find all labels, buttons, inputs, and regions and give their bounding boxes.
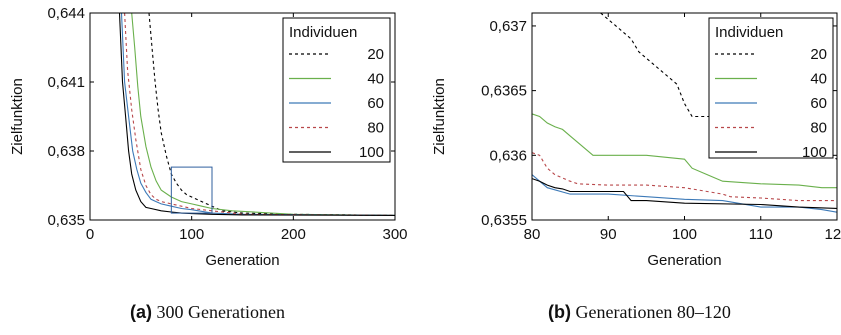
x-tick-label-b-2: 100 [672, 226, 697, 243]
x-tick-label-b-3: 110 [749, 226, 773, 243]
plot-area-a [118, 13, 395, 216]
series-line-b-100 [532, 178, 837, 209]
panel-b-chart: 80 90 100 110 120 0,6355 0,636 0,6365 0,637 Gener… [431, 12, 841, 269]
series-line-b-80 [532, 152, 837, 202]
series-line-a-60 [120, 13, 395, 216]
y-tick-label-b-2: 0,6365 [481, 83, 527, 100]
y-tick-label-b-3: 0,637 [489, 18, 527, 35]
legend-entry-b-80: 80 [810, 120, 827, 137]
legend-a: Individuen 20 40 60 80 100 [282, 17, 391, 163]
caption-a: (a) 300 Generationen [130, 302, 285, 323]
x-tick-label-b-1: 90 [600, 226, 617, 243]
caption-a-text: 300 Generationen [156, 302, 285, 322]
x-tick-label-a-2: 200 [281, 226, 306, 243]
x-axis-label-b: Generation [647, 252, 721, 269]
caption-a-label: (a) [130, 302, 152, 322]
series-line-b-40 [532, 113, 837, 189]
legend-box-b [708, 17, 834, 159]
legend-box-a [282, 17, 391, 163]
panel-a-chart: 0 100 200 300 0,635 0,638 0,641 0,644 Generation… [9, 5, 408, 269]
plot-area-b [532, 13, 837, 213]
legend-entry-a-100: 100 [359, 144, 384, 161]
y-tick-label-b-0: 0,6355 [481, 212, 527, 229]
legend-entry-b-20: 20 [810, 46, 827, 63]
y-axis-label-a: Zielfunktion [9, 78, 26, 155]
x-tick-label-b-0: 80 [524, 226, 541, 243]
x-tick-label-a-3: 300 [382, 226, 407, 243]
series-line-a-100 [118, 13, 395, 216]
legend-b: Individuen 20 40 60 80 100 [708, 17, 834, 161]
legend-entry-b-40: 40 [810, 71, 827, 88]
y-tick-label-a-0: 0,635 [47, 212, 85, 229]
axes-frame-a [89, 12, 396, 221]
series-line-a-40 [131, 13, 395, 216]
legend-entry-b-100: 100 [802, 144, 827, 161]
series-line-a-20 [148, 13, 395, 216]
x-tick-label-a-1: 100 [179, 226, 204, 243]
x-tick-label-b-4: 120 [824, 226, 841, 243]
legend-entry-a-80: 80 [367, 120, 384, 137]
y-tick-label-a-2: 0,641 [47, 74, 85, 91]
legend-title-a: Individuen [289, 24, 357, 41]
x-tick-label-a-0: 0 [86, 226, 94, 243]
caption-b-text: Generationen 80–120 [575, 302, 731, 322]
series-line-a-80 [124, 13, 395, 216]
y-tick-label-b-1: 0,636 [489, 147, 527, 164]
legend-title-b: Individuen [715, 24, 783, 41]
x-axis-label-a: Generation [205, 252, 279, 269]
y-tick-label-a-1: 0,638 [47, 143, 85, 160]
figure-canvas: 0 100 200 300 0,635 0,638 0,641 0,644 Generation… [9, 5, 841, 269]
legend-entry-a-20: 20 [367, 46, 384, 63]
y-tick-label-a-3: 0,644 [47, 5, 85, 22]
zoom-box [170, 166, 213, 214]
y-axis-label-b: Zielfunktion [431, 78, 448, 155]
legend-entry-a-60: 60 [367, 95, 384, 112]
caption-b: (b) Generationen 80–120 [548, 302, 731, 323]
legend-entry-b-60: 60 [810, 95, 827, 112]
caption-b-label: (b) [548, 302, 571, 322]
legend-entry-a-40: 40 [367, 71, 384, 88]
